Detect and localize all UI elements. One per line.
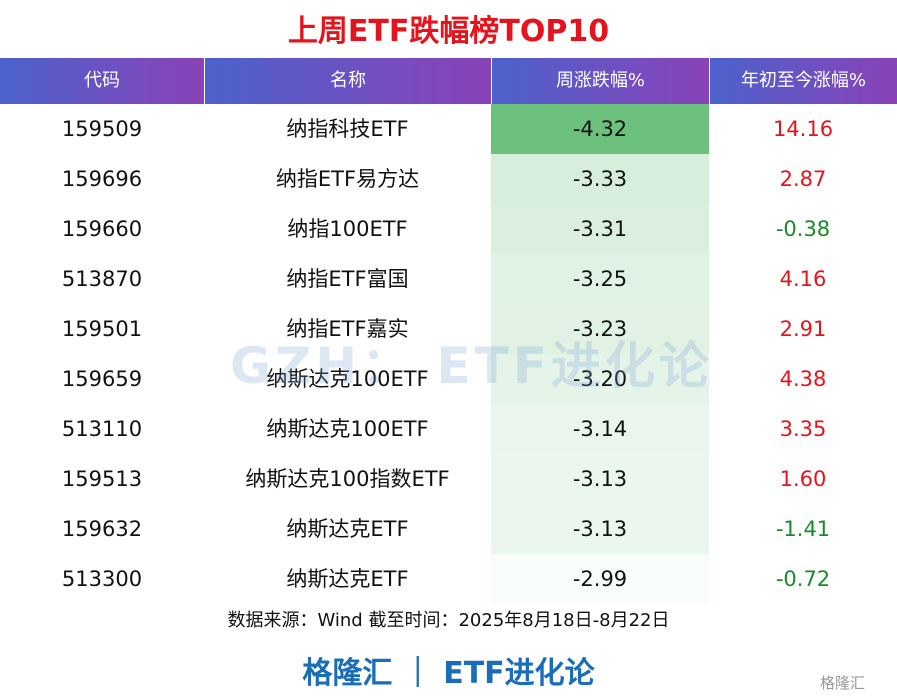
code: 513110 [61,417,143,441]
name: 纳指ETF嘉实 [286,317,409,341]
name: 纳斯达克100ETF [266,367,429,391]
column-header: 代码 [0,58,204,104]
column-header: 年初至今涨幅% [710,58,897,104]
logo: 格隆汇 [820,674,866,692]
ytd-change: 3.35 [779,417,827,441]
name: 纳指ETF易方达 [275,167,420,191]
ytd-change: -0.38 [775,217,831,241]
name: 纳指ETF富国 [286,267,409,291]
weekly-change: -3.25 [491,254,709,304]
name: 纳指科技ETF [286,117,409,141]
weekly-change: -3.13 [491,454,709,504]
code: 159513 [61,467,143,491]
weekly-change: -3.14 [491,404,709,454]
column-header: 名称 [205,58,491,104]
ytd-change: 2.91 [779,317,827,341]
name: 纳斯达克ETF [286,517,409,541]
code: 159501 [61,317,143,341]
source: 数据来源：Wind 截至时间：2025年8月18日-8月22日 [227,610,670,631]
ytd-change: 4.38 [779,367,827,391]
code: 513870 [61,267,143,291]
ytd-change: -0.72 [775,567,831,591]
ytd-change: 1.60 [779,467,827,491]
column-header: 周涨跌幅% [492,58,709,104]
code: 159660 [61,217,143,241]
weekly-change: -2.99 [491,554,709,604]
name: 纳斯达克100指数ETF [245,467,450,491]
code: 513300 [61,567,143,591]
ytd-change: 14.16 [772,117,834,141]
name: 纳斯达克ETF [286,567,409,591]
name: 纳斯达克100ETF [266,417,429,441]
code: 159659 [61,367,143,391]
code: 159509 [61,117,143,141]
weekly-change: -3.13 [491,504,709,554]
weekly-change: -3.23 [491,304,709,354]
title: 上周ETF跌幅榜TOP10 [287,14,610,49]
name: 纳指100ETF [287,217,408,241]
weekly-change: -3.31 [491,204,709,254]
weekly-change: -3.20 [491,354,709,404]
watermark: GZH： ETF进化论 [230,337,713,395]
weekly-change: -3.33 [491,154,709,204]
code: 159632 [61,517,143,541]
ytd-change: 2.87 [779,167,827,191]
weekly-change: -4.32 [491,104,709,154]
code: 159696 [61,167,143,191]
ytd-change: -1.41 [775,517,831,541]
footer: 格隆汇 ｜ ETF进化论 [302,656,595,691]
ytd-change: 4.16 [779,267,827,291]
